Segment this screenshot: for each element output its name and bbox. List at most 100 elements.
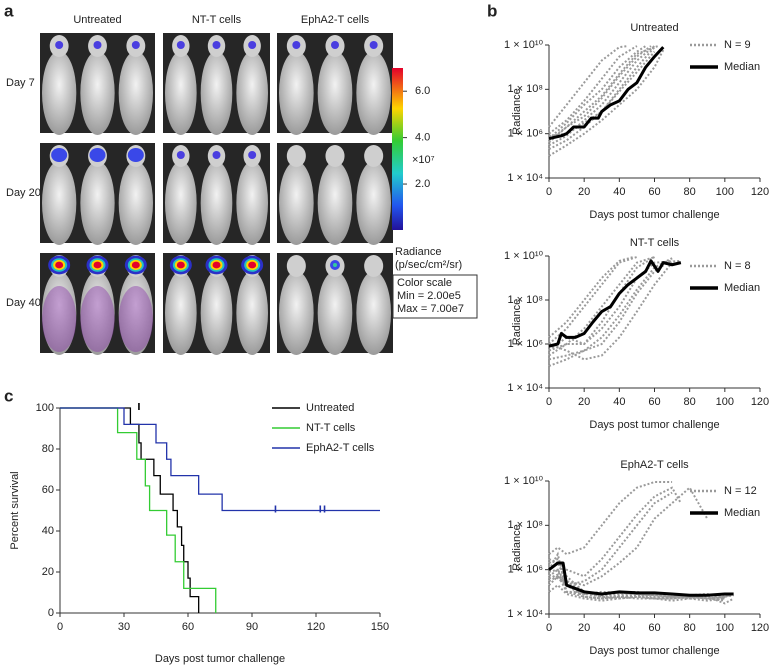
mouse-body: [356, 271, 391, 355]
individual-line: [548, 256, 655, 357]
y-tick-label: 1 × 10⁶: [508, 564, 543, 576]
signal: [93, 41, 102, 49]
mouse-body: [236, 161, 268, 245]
legend-label: Median: [724, 507, 760, 519]
individual-line: [548, 491, 673, 587]
mouse-body: [42, 161, 77, 245]
chart-title: NT-T cells: [630, 237, 680, 249]
legend-label: N = 8: [724, 260, 751, 272]
x-tick-label: 120: [751, 396, 769, 408]
legend-label: Median: [724, 61, 760, 73]
mouse-body: [42, 51, 77, 135]
individual-line: [548, 45, 659, 142]
x-tick-label: 20: [578, 622, 590, 634]
mouse-body: [356, 161, 391, 245]
colorbar-unit: (p/sec/cm²/sr): [395, 259, 462, 271]
x-tick-label: 0: [546, 396, 552, 408]
colorbar-tick-label: 2.0: [415, 178, 430, 190]
signal: [176, 151, 185, 159]
signal: [333, 263, 337, 267]
mouse-body: [80, 51, 115, 135]
mouse-body: [236, 51, 268, 135]
x-tick-label: 80: [684, 186, 696, 198]
median-line: [548, 46, 665, 141]
survival-curve: [60, 407, 200, 613]
x-tick-label: 150: [371, 621, 389, 633]
row-label: Day 7: [6, 77, 35, 89]
x-tick-label: 30: [118, 621, 130, 633]
individual-line: [548, 258, 673, 367]
individual-line: [548, 49, 665, 157]
signal: [248, 41, 257, 49]
mouse-body: [200, 161, 233, 245]
y-tick-label: 1 × 10⁴: [507, 172, 543, 184]
panel-label: c: [4, 386, 13, 405]
colorbar-unit-label: Radiance: [395, 246, 441, 258]
mouse-body: [317, 51, 353, 135]
colorbar-tick-label: 6.0: [415, 85, 430, 97]
signal: [55, 261, 64, 269]
signal: [369, 41, 378, 49]
y-tick-label: 80: [42, 443, 54, 455]
colorbar-multiplier: ×10⁷: [412, 154, 435, 166]
y-axis-label: Percent survival: [9, 471, 21, 549]
x-axis-label: Days post tumor challenge: [589, 419, 719, 431]
mouse-body: [165, 51, 197, 135]
y-tick-label: 1 × 10⁴: [507, 608, 543, 620]
individual-line: [548, 256, 638, 345]
mouse-body: [200, 51, 233, 135]
x-tick-label: 120: [751, 186, 769, 198]
x-axis-label: Days post tumor challenge: [589, 645, 719, 657]
signal: [93, 261, 102, 269]
y-axis-label: Radiance: [511, 299, 523, 345]
mouse-head: [364, 145, 384, 167]
x-tick-label: 90: [246, 621, 258, 633]
mouse-body: [279, 161, 314, 245]
x-tick-label: 80: [684, 622, 696, 634]
signal: [127, 148, 144, 162]
column-header: NT-T cells: [192, 14, 242, 26]
individual-line: [548, 573, 725, 600]
individual-line: [548, 486, 709, 587]
column-header: EphA2-T cells: [301, 14, 370, 26]
signal-speckle: [118, 286, 153, 352]
y-tick-label: 1 × 10¹⁰: [504, 475, 544, 487]
y-tick-label: 100: [36, 402, 54, 414]
legend-label: EphA2-T cells: [306, 442, 375, 454]
x-tick-label: 100: [716, 396, 734, 408]
x-tick-label: 0: [546, 622, 552, 634]
signal: [176, 41, 185, 49]
y-tick-label: 1 × 10⁴: [507, 382, 543, 394]
y-tick-label: 1 × 10⁸: [507, 294, 543, 306]
x-axis-label: Days post tumor challenge: [155, 653, 285, 665]
mouse-body: [356, 51, 391, 135]
y-tick-label: 1 × 10⁸: [507, 519, 543, 531]
x-tick-label: 20: [578, 186, 590, 198]
colorbar-box-text: Min = 2.00e5: [397, 290, 461, 302]
x-tick-label: 60: [648, 186, 660, 198]
individual-line: [548, 261, 673, 361]
colorbar: [392, 68, 403, 230]
signal: [292, 41, 301, 49]
x-tick-label: 0: [57, 621, 63, 633]
y-tick-label: 1 × 10⁶: [508, 338, 543, 350]
individual-line: [548, 45, 647, 140]
colorbar-box-text: Color scale: [397, 277, 452, 289]
x-tick-label: 120: [307, 621, 325, 633]
colorbar-tick-label: 4.0: [415, 132, 430, 144]
individual-line: [548, 45, 638, 135]
individual-line: [548, 256, 656, 352]
mouse-body: [118, 51, 153, 135]
x-axis-label: Days post tumor challenge: [589, 209, 719, 221]
signal: [248, 261, 257, 269]
signal: [331, 41, 339, 49]
signal: [248, 151, 257, 159]
signal-speckle: [42, 286, 77, 352]
signal: [89, 148, 106, 162]
mouse-head: [286, 145, 306, 167]
mouse-body: [165, 271, 197, 355]
y-tick-label: 60: [42, 484, 54, 496]
y-tick-label: 0: [48, 607, 54, 619]
mouse-body: [200, 271, 233, 355]
